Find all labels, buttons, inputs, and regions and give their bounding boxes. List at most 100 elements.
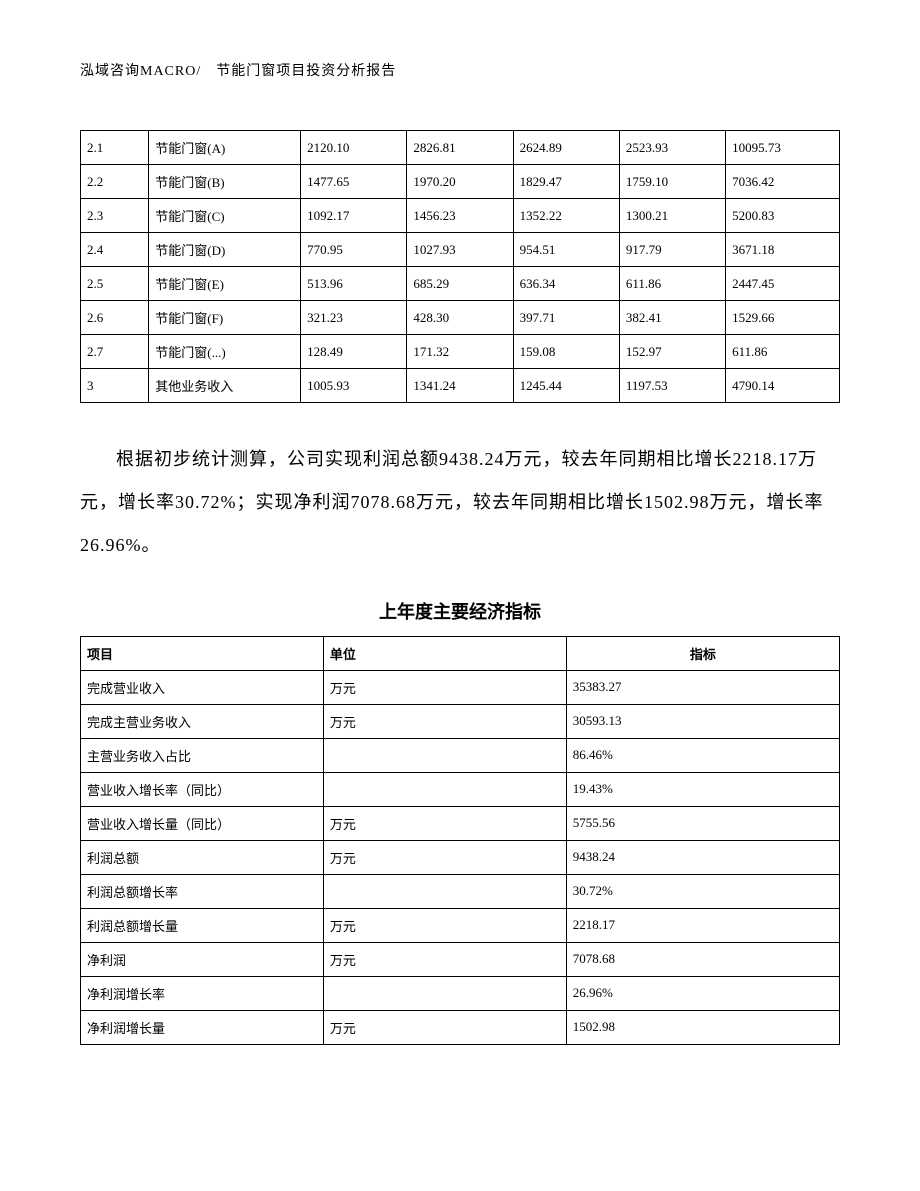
table-row: 2.2节能门窗(B)1477.651970.201829.471759.1070… — [81, 165, 840, 199]
table-cell: 30.72% — [566, 874, 839, 908]
table-cell: 1341.24 — [407, 369, 513, 403]
table-row: 2.4节能门窗(D)770.951027.93954.51917.793671.… — [81, 233, 840, 267]
table-cell: 2.5 — [81, 267, 149, 301]
table-cell: 1477.65 — [301, 165, 407, 199]
table-cell: 19.43% — [566, 772, 839, 806]
page-header: 泓域咨询MACRO/ 节能门窗项目投资分析报告 — [80, 60, 840, 80]
table-cell: 万元 — [323, 806, 566, 840]
table-cell: 节能门窗(E) — [149, 267, 301, 301]
table-cell: 2.7 — [81, 335, 149, 369]
table-cell: 1456.23 — [407, 199, 513, 233]
table-cell: 利润总额增长量 — [81, 908, 324, 942]
table-cell — [323, 738, 566, 772]
table-cell: 万元 — [323, 840, 566, 874]
table-row: 利润总额万元9438.24 — [81, 840, 840, 874]
summary-paragraph: 根据初步统计测算，公司实现利润总额9438.24万元，较去年同期相比增长2218… — [80, 438, 840, 568]
table-cell: 3671.18 — [726, 233, 840, 267]
table-cell — [323, 772, 566, 806]
table-cell: 节能门窗(...) — [149, 335, 301, 369]
table-cell: 171.32 — [407, 335, 513, 369]
table-cell: 万元 — [323, 1010, 566, 1044]
table-cell: 1300.21 — [619, 199, 725, 233]
table-cell: 利润总额增长率 — [81, 874, 324, 908]
table-cell — [323, 976, 566, 1010]
table-cell: 主营业务收入占比 — [81, 738, 324, 772]
table-cell: 4790.14 — [726, 369, 840, 403]
table-cell: 1245.44 — [513, 369, 619, 403]
table-cell: 2.3 — [81, 199, 149, 233]
table-cell: 营业收入增长量（同比） — [81, 806, 324, 840]
table-cell: 152.97 — [619, 335, 725, 369]
table-row: 2.3节能门窗(C)1092.171456.231352.221300.2152… — [81, 199, 840, 233]
table-row: 净利润增长量万元1502.98 — [81, 1010, 840, 1044]
table-cell: 3 — [81, 369, 149, 403]
table-cell: 1759.10 — [619, 165, 725, 199]
table-cell: 7036.42 — [726, 165, 840, 199]
table-cell: 万元 — [323, 942, 566, 976]
table-cell: 节能门窗(C) — [149, 199, 301, 233]
table-cell: 1829.47 — [513, 165, 619, 199]
table-row: 2.6节能门窗(F)321.23428.30397.71382.411529.6… — [81, 301, 840, 335]
table-row: 营业收入增长量（同比）万元5755.56 — [81, 806, 840, 840]
table-row: 净利润增长率26.96% — [81, 976, 840, 1010]
table-cell: 节能门窗(A) — [149, 131, 301, 165]
table-cell: 净利润 — [81, 942, 324, 976]
header-value: 指标 — [566, 636, 839, 670]
table-row: 2.7节能门窗(...)128.49171.32159.08152.97611.… — [81, 335, 840, 369]
table-cell: 2447.45 — [726, 267, 840, 301]
table-cell: 30593.13 — [566, 704, 839, 738]
table-cell: 611.86 — [619, 267, 725, 301]
table-cell: 节能门窗(F) — [149, 301, 301, 335]
table-cell: 7078.68 — [566, 942, 839, 976]
table-cell: 1005.93 — [301, 369, 407, 403]
table-cell: 5200.83 — [726, 199, 840, 233]
table-cell: 428.30 — [407, 301, 513, 335]
table-cell: 净利润增长量 — [81, 1010, 324, 1044]
table-cell: 营业收入增长率（同比） — [81, 772, 324, 806]
table-row: 利润总额增长量万元2218.17 — [81, 908, 840, 942]
table-cell: 382.41 — [619, 301, 725, 335]
revenue-table: 2.1节能门窗(A)2120.102826.812624.892523.9310… — [80, 130, 840, 403]
table-cell: 1092.17 — [301, 199, 407, 233]
table-cell: 完成主营业务收入 — [81, 704, 324, 738]
revenue-table-body: 2.1节能门窗(A)2120.102826.812624.892523.9310… — [81, 131, 840, 403]
table-row: 营业收入增长率（同比） 19.43% — [81, 772, 840, 806]
table-row: 2.1节能门窗(A)2120.102826.812624.892523.9310… — [81, 131, 840, 165]
section-title: 上年度主要经济指标 — [80, 598, 840, 624]
table-cell: 1529.66 — [726, 301, 840, 335]
header-unit: 单位 — [323, 636, 566, 670]
table-cell — [323, 874, 566, 908]
table-cell: 1352.22 — [513, 199, 619, 233]
table-cell: 万元 — [323, 704, 566, 738]
table-row: 3其他业务收入1005.931341.241245.441197.534790.… — [81, 369, 840, 403]
table-cell: 159.08 — [513, 335, 619, 369]
table-cell: 321.23 — [301, 301, 407, 335]
table-cell: 770.95 — [301, 233, 407, 267]
table-row: 2.5节能门窗(E)513.96685.29636.34611.862447.4… — [81, 267, 840, 301]
table-row: 净利润万元7078.68 — [81, 942, 840, 976]
header-project: 项目 — [81, 636, 324, 670]
table-cell: 完成营业收入 — [81, 670, 324, 704]
table-cell: 513.96 — [301, 267, 407, 301]
table-cell: 净利润增长率 — [81, 976, 324, 1010]
table-cell: 397.71 — [513, 301, 619, 335]
indicators-header-row: 项目 单位 指标 — [81, 636, 840, 670]
table-cell: 636.34 — [513, 267, 619, 301]
table-cell: 万元 — [323, 670, 566, 704]
table-cell: 917.79 — [619, 233, 725, 267]
table-cell: 其他业务收入 — [149, 369, 301, 403]
table-cell: 1502.98 — [566, 1010, 839, 1044]
table-row: 完成营业收入万元35383.27 — [81, 670, 840, 704]
table-cell: 86.46% — [566, 738, 839, 772]
table-cell: 2.6 — [81, 301, 149, 335]
table-cell: 5755.56 — [566, 806, 839, 840]
table-cell: 2.2 — [81, 165, 149, 199]
table-cell: 2120.10 — [301, 131, 407, 165]
table-cell: 2.4 — [81, 233, 149, 267]
table-cell: 2624.89 — [513, 131, 619, 165]
table-cell: 1027.93 — [407, 233, 513, 267]
table-cell: 9438.24 — [566, 840, 839, 874]
table-cell: 利润总额 — [81, 840, 324, 874]
table-cell: 节能门窗(B) — [149, 165, 301, 199]
table-cell: 1970.20 — [407, 165, 513, 199]
